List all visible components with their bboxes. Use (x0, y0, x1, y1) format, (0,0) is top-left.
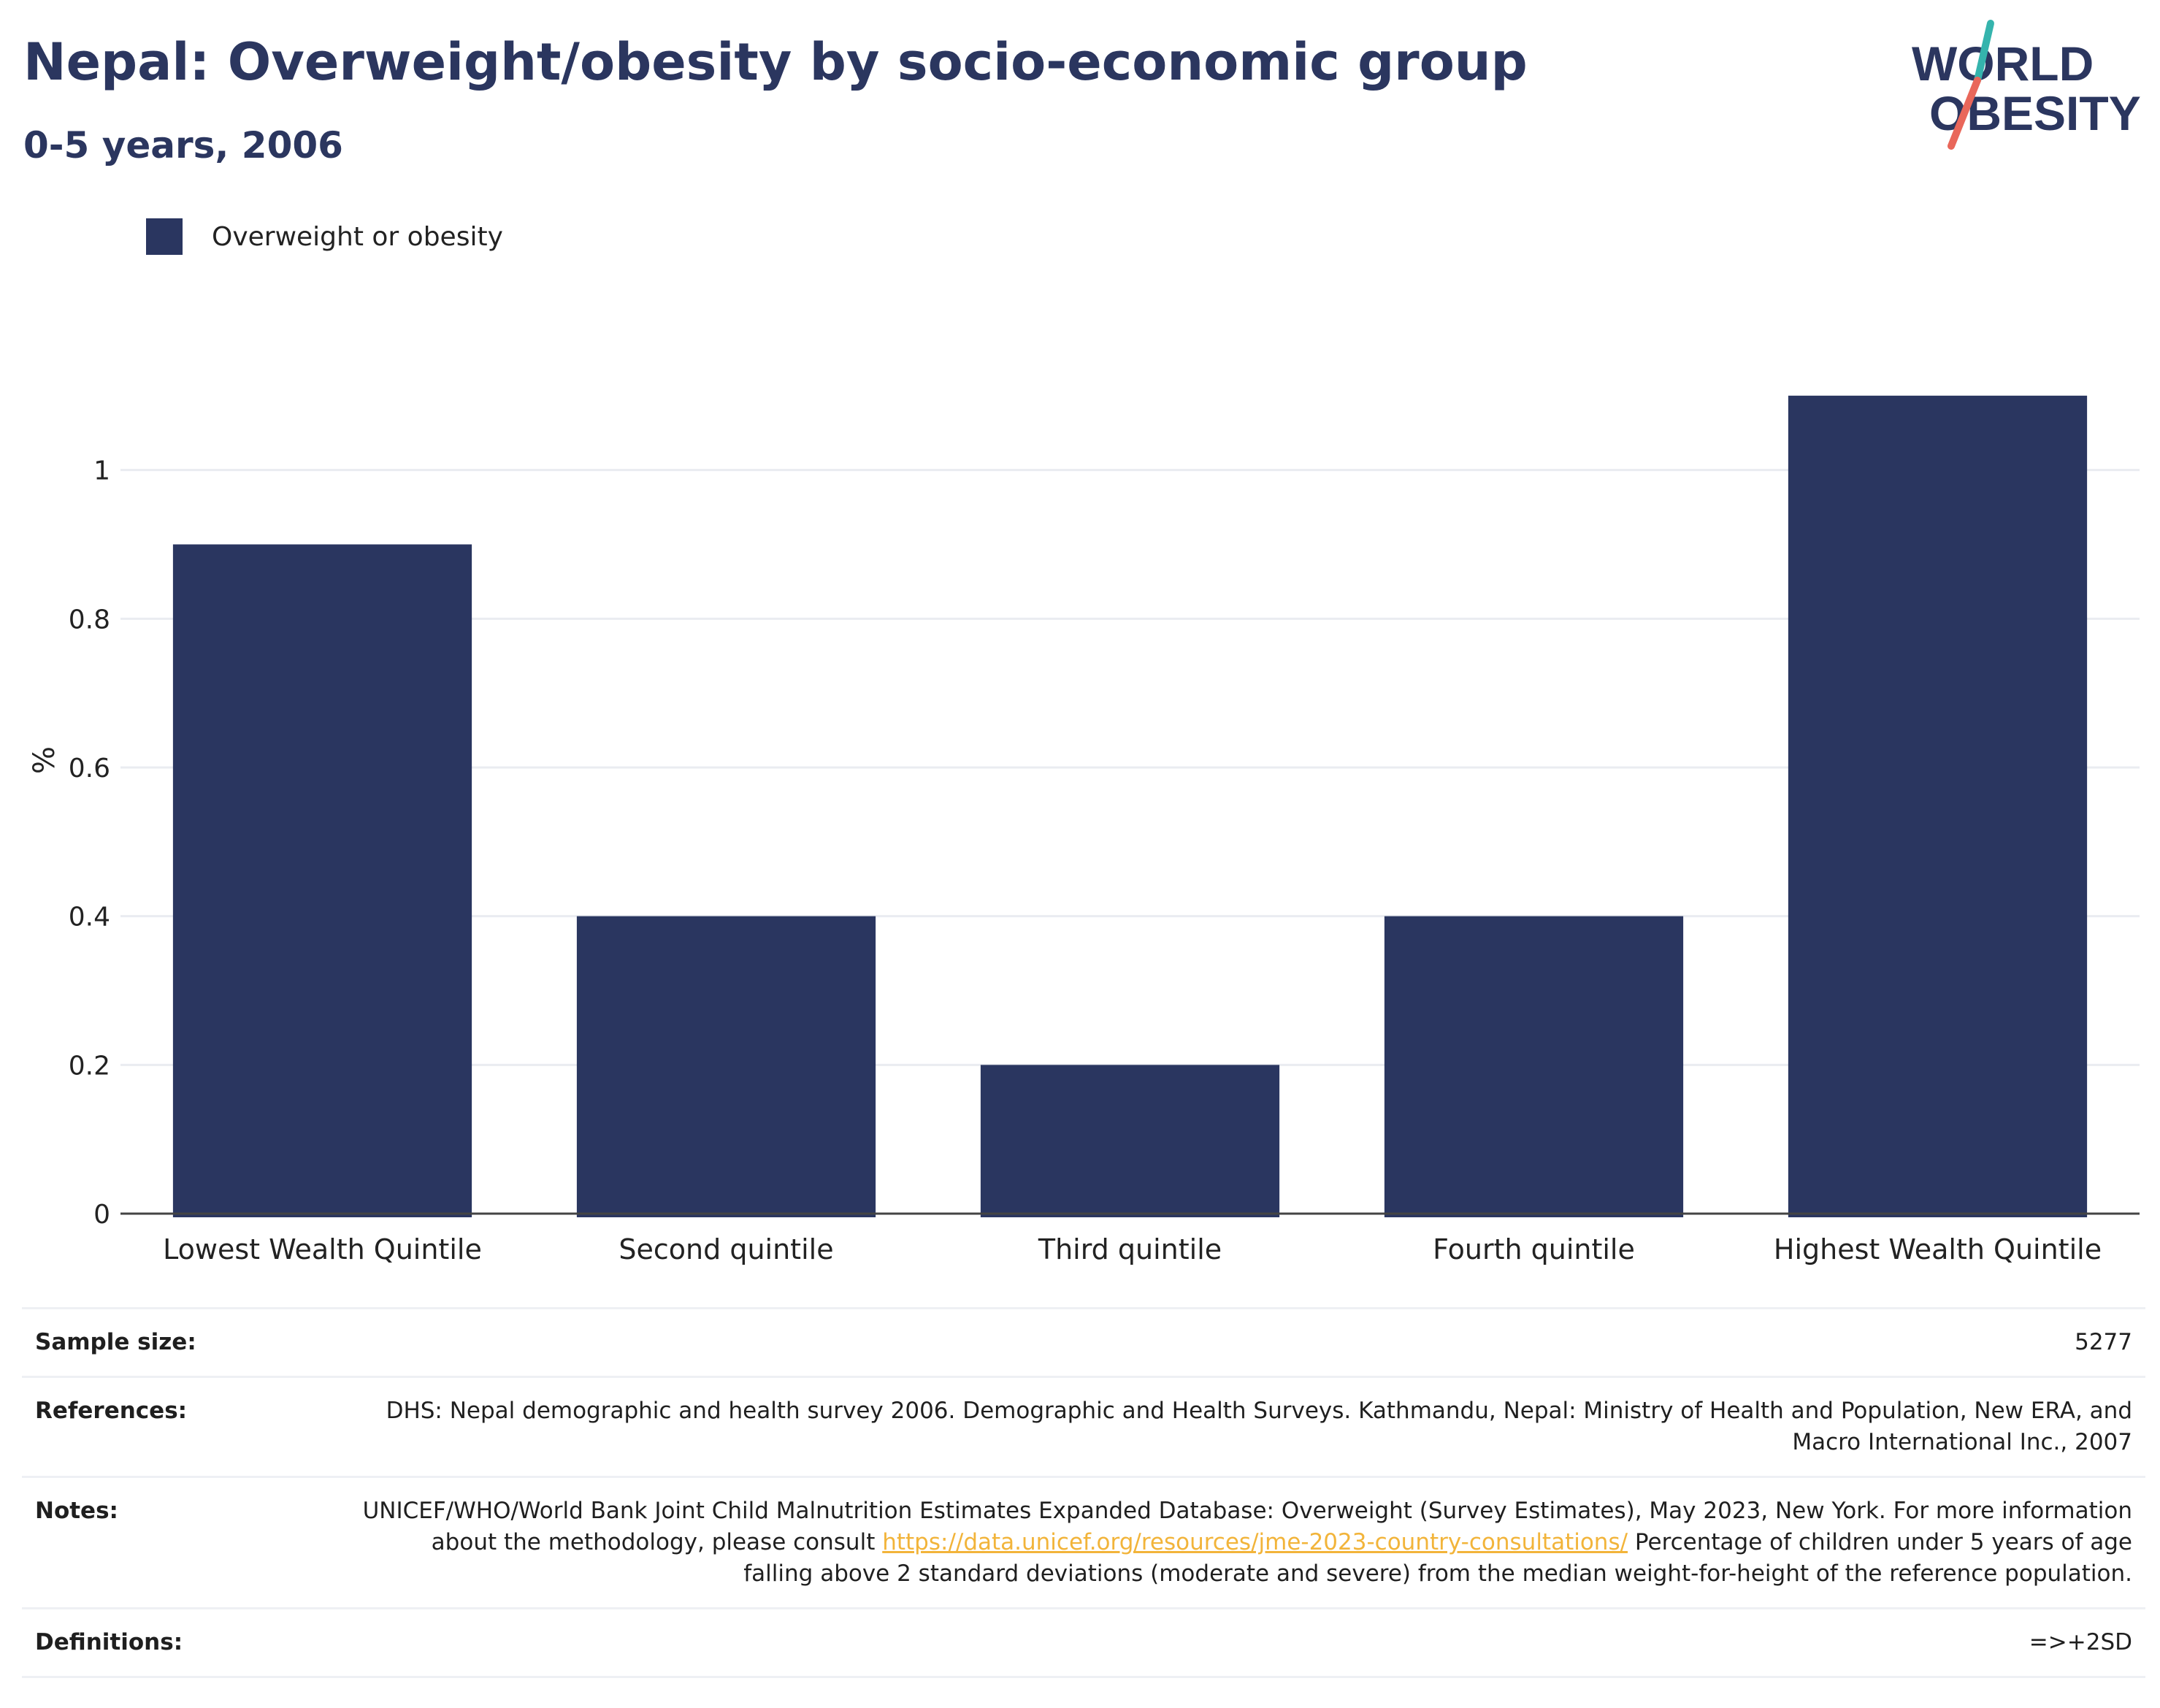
x-tick-label: Fourth quintile (1433, 1233, 1635, 1265)
legend-swatch (146, 218, 183, 255)
references-value: DHS: Nepal demographic and health survey… (386, 1398, 2132, 1455)
notes-label: Notes: (35, 1498, 118, 1524)
info-table: Sample size: 5277 References: DHS: Nepal… (22, 1307, 2145, 1678)
y-tick-label: 0 (93, 1200, 110, 1230)
info-row-notes: Notes: UNICEF/WHO/World Bank Joint Child… (22, 1476, 2145, 1607)
legend-label: Overweight or obesity (212, 221, 503, 252)
x-tick-label: Lowest Wealth Quintile (163, 1233, 482, 1265)
chart-subtitle: 0-5 years, 2006 (23, 124, 343, 166)
sample-size-value: 5277 (2075, 1329, 2132, 1355)
y-tick-label: 1 (93, 456, 110, 486)
info-row-sample-size: Sample size: 5277 (22, 1307, 2145, 1376)
notes-link[interactable]: https://data.unicef.org/resources/jme-20… (882, 1529, 1628, 1555)
y-tick-label: 0.4 (69, 903, 110, 932)
bar (980, 1065, 1280, 1217)
bar (1788, 395, 2088, 1218)
references-label: References: (35, 1398, 188, 1424)
x-tick-label: Third quintile (1038, 1233, 1222, 1265)
bar-chart: 0 0.2 0.4 0.6 0.8 1% Lowest Wealth Quintile Sec… (28, 395, 2140, 1265)
y-axis-label: % (28, 746, 61, 774)
y-tick-label: 0.6 (69, 754, 110, 784)
bar (1384, 916, 1684, 1217)
bar (172, 544, 472, 1217)
x-tick-label: Highest Wealth Quintile (1774, 1233, 2102, 1265)
logo-slash-red (1948, 77, 1981, 150)
y-tick-label: 0.2 (69, 1051, 110, 1081)
definitions-value: =>+2SD (2029, 1629, 2132, 1655)
info-row-definitions: Definitions: =>+2SD (22, 1607, 2145, 1678)
notes-text-after: Percentage of children under 5 years of … (743, 1529, 2132, 1587)
world-obesity-logo: WORLD OBESITY (1912, 20, 2141, 150)
logo-text-world: WORLD (1912, 37, 2094, 91)
bar (576, 916, 876, 1217)
info-row-references: References: DHS: Nepal demographic and h… (22, 1376, 2145, 1476)
notes-text-before: UNICEF/WHO/World Bank Joint Child Malnut… (362, 1498, 2132, 1555)
chart-title: Nepal: Overweight/obesity by socio-econo… (23, 32, 1528, 92)
notes-value: UNICEF/WHO/World Bank Joint Child Malnut… (358, 1496, 2132, 1590)
y-tick-label: 0.8 (69, 605, 110, 635)
sample-size-label: Sample size: (35, 1329, 196, 1355)
logo-slash-teal (1974, 20, 1994, 84)
definitions-label: Definitions: (35, 1629, 183, 1655)
x-tick-label: Second quintile (618, 1233, 833, 1265)
chart-legend[interactable]: Overweight or obesity (146, 216, 503, 257)
